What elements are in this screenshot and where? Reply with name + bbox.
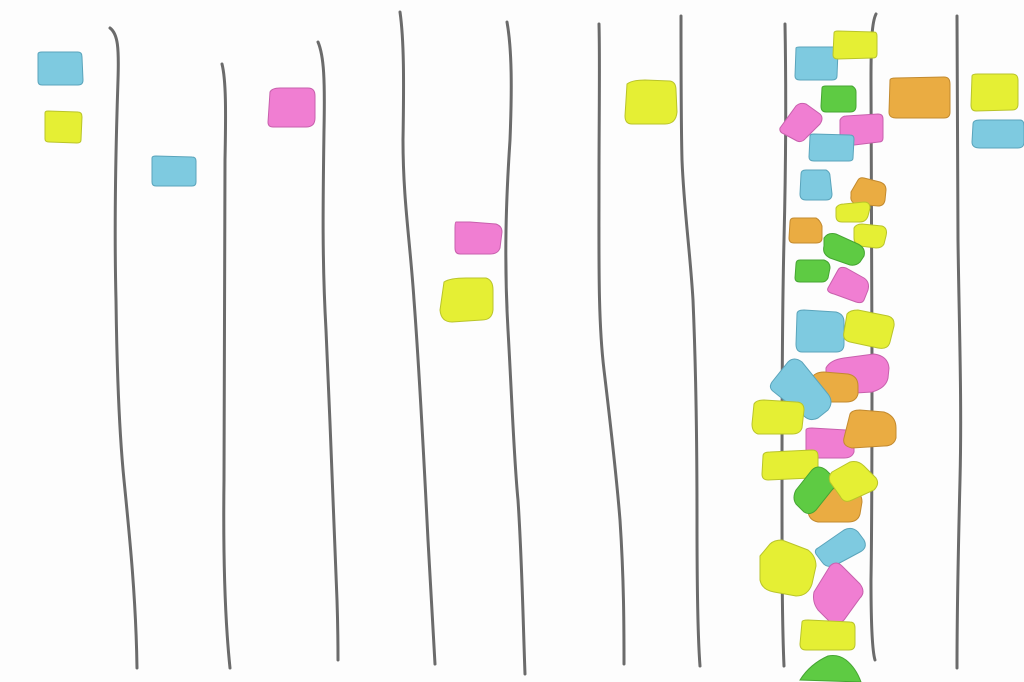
sticky-note-yellow[interactable] bbox=[835, 201, 871, 223]
lane-divider-line bbox=[220, 62, 232, 670]
sticky-note-orange[interactable] bbox=[788, 217, 823, 244]
lane-divider-line bbox=[108, 26, 139, 670]
sticky-note-yellow[interactable] bbox=[759, 539, 817, 597]
sticky-note-yellow[interactable] bbox=[751, 399, 805, 435]
sticky-note-blue[interactable] bbox=[769, 358, 832, 421]
sticky-note-green[interactable] bbox=[799, 655, 862, 682]
sticky-note-orange[interactable] bbox=[850, 177, 887, 207]
sticky-note-green[interactable] bbox=[820, 85, 857, 113]
sticky-note-pink[interactable] bbox=[813, 562, 864, 625]
sticky-note-yellow[interactable] bbox=[843, 309, 895, 349]
sticky-note-yellow[interactable] bbox=[970, 73, 1019, 112]
sticky-note-orange[interactable] bbox=[888, 76, 951, 119]
sticky-note-yellow[interactable] bbox=[799, 619, 856, 651]
sticky-note-blue[interactable] bbox=[799, 169, 833, 201]
sticky-note-yellow[interactable] bbox=[832, 30, 878, 60]
sticky-note-pink[interactable] bbox=[827, 266, 869, 304]
sticky-note-yellow[interactable] bbox=[828, 461, 879, 502]
sticky-note-blue[interactable] bbox=[971, 119, 1024, 149]
lane-divider-line bbox=[597, 22, 626, 666]
sticky-note-yellow[interactable] bbox=[439, 277, 494, 323]
sticky-note-green[interactable] bbox=[823, 233, 865, 266]
sticky-note-green[interactable] bbox=[793, 466, 837, 515]
sticky-note-orange[interactable] bbox=[843, 409, 897, 449]
sticky-note-blue[interactable] bbox=[151, 155, 197, 187]
sticky-note-pink[interactable] bbox=[779, 102, 823, 143]
sticky-note-pink[interactable] bbox=[454, 221, 503, 255]
sticky-note-yellow[interactable] bbox=[624, 79, 678, 125]
sticky-note-blue[interactable] bbox=[814, 527, 866, 567]
lane-divider-line bbox=[955, 14, 963, 670]
sticky-note-green[interactable] bbox=[794, 259, 831, 283]
sticky-note-blue[interactable] bbox=[37, 51, 84, 86]
sticky-notes bbox=[37, 30, 1024, 682]
sticky-note-blue[interactable] bbox=[808, 133, 855, 162]
lane-divider-line bbox=[679, 14, 702, 668]
lane-divider-line bbox=[316, 40, 340, 662]
lane-divider-line bbox=[398, 10, 437, 666]
sticky-note-blue[interactable] bbox=[795, 309, 845, 353]
sticky-note-yellow[interactable] bbox=[44, 110, 83, 144]
sticky-note-pink[interactable] bbox=[267, 87, 316, 128]
sticky-note-blue[interactable] bbox=[794, 46, 839, 81]
lane-divider-line bbox=[504, 20, 527, 676]
